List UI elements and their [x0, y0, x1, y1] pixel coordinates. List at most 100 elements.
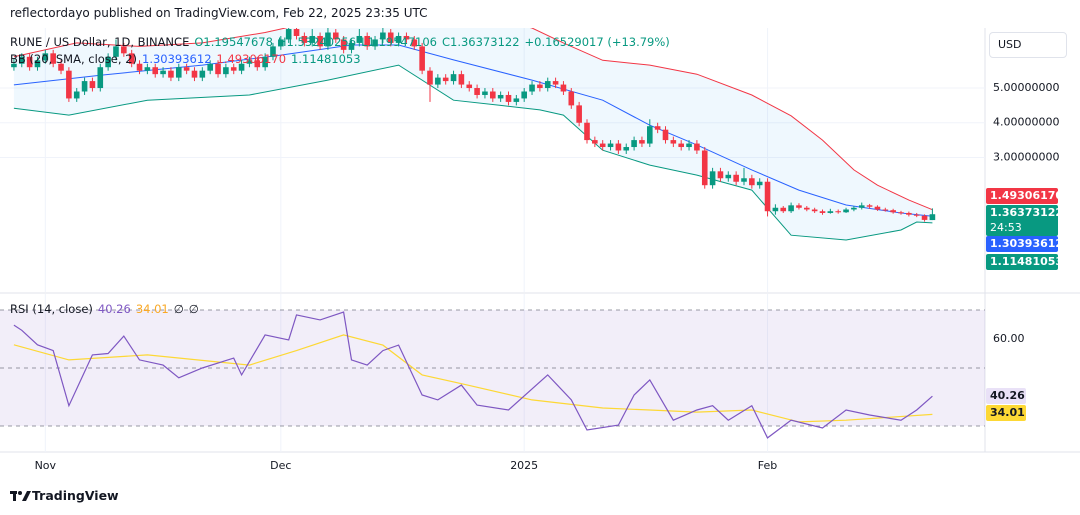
- candle-body: [568, 91, 575, 106]
- candle-body: [505, 94, 512, 102]
- candle-body: [144, 67, 151, 71]
- x-tick-label: Feb: [758, 459, 777, 472]
- bb-line: [13, 64, 933, 241]
- logo-icon: [10, 490, 31, 501]
- bb-upper-tag-bg: [986, 188, 1058, 204]
- candle-body: [97, 67, 104, 89]
- candle-body: [788, 205, 794, 212]
- y-tick-label: 3.00000000: [993, 150, 1059, 163]
- candle-body: [246, 60, 253, 64]
- rsi-ma-tag-bg: [986, 405, 1026, 421]
- candle-body: [168, 70, 174, 78]
- candle-body: [513, 98, 520, 102]
- candle-body: [81, 81, 88, 92]
- candle-body: [654, 126, 661, 130]
- candle-body: [66, 70, 72, 99]
- bb-basis-tag: 1.30393612: [990, 237, 1063, 250]
- ohlc-open: O1.19547678: [194, 35, 273, 49]
- candle-body: [717, 171, 724, 179]
- rsi-tag-bg: [986, 388, 1026, 404]
- candle-body: [929, 214, 936, 221]
- bb-basis-tag-bg: [986, 236, 1058, 252]
- ohlc-high: H1.53240256: [277, 35, 357, 49]
- candle-body: [309, 35, 316, 43]
- candle-body: [764, 181, 771, 212]
- candle-body: [851, 207, 857, 210]
- candle-body: [348, 42, 355, 50]
- currency-button[interactable]: USD: [989, 32, 1067, 58]
- candle-body: [811, 209, 818, 212]
- candle-body: [866, 205, 873, 207]
- candle-body: [238, 63, 245, 71]
- candle-body: [827, 211, 834, 213]
- candle-body: [882, 209, 889, 211]
- candle-body: [387, 32, 394, 43]
- candle-body: [474, 88, 480, 95]
- candle-body: [552, 81, 559, 85]
- candle-body: [521, 91, 527, 99]
- candle-body: [317, 35, 323, 47]
- x-tick-label: 2025: [510, 459, 538, 472]
- candle-body: [584, 122, 590, 141]
- bb-basis: 1.30393612: [142, 52, 212, 66]
- y-tick-label: 4.00000000: [993, 116, 1059, 129]
- publisher-header: reflectordayo published on TradingView.c…: [10, 6, 428, 20]
- candle-body: [73, 91, 80, 99]
- candle-body: [450, 74, 457, 82]
- candle-body: [427, 70, 433, 85]
- candle-body: [607, 143, 614, 148]
- candle-body: [835, 211, 842, 213]
- rsi-ma-tag: 34.01: [990, 406, 1025, 419]
- candle-body: [395, 35, 402, 43]
- candle-body: [623, 147, 630, 151]
- candle-body: [670, 140, 677, 144]
- candle-body: [175, 67, 182, 78]
- rsi-ma-line: [13, 334, 933, 423]
- bb-lower: 1.11481053: [291, 52, 361, 66]
- candle-body: [183, 67, 190, 71]
- candle-body: [646, 126, 653, 144]
- candle-body: [560, 84, 567, 92]
- x-tick-label: Nov: [35, 459, 57, 472]
- candle-body: [631, 140, 637, 148]
- candle-body: [332, 32, 339, 40]
- candle-body: [733, 174, 739, 182]
- bb-upper-tag: 1.49306170: [990, 189, 1063, 202]
- candle-body: [50, 53, 56, 64]
- candle-body: [913, 214, 920, 216]
- candle-body: [599, 143, 606, 148]
- candle-body: [741, 178, 747, 182]
- candle-body: [466, 84, 473, 89]
- candle-body: [874, 206, 881, 210]
- candle-body: [199, 70, 206, 78]
- candle-body: [403, 35, 410, 40]
- candle-body: [18, 56, 25, 64]
- bb-legend: BB (20, SMA, close, 2) 1.30393612 1.493061…: [10, 52, 366, 66]
- candle-body: [278, 39, 284, 47]
- candle-body: [458, 74, 465, 85]
- candle-body: [262, 56, 268, 68]
- candle-body: [796, 205, 802, 208]
- bb-line: [13, 28, 933, 211]
- x-tick-label: Dec: [270, 459, 291, 472]
- candle-body: [58, 63, 64, 71]
- candle-body: [411, 39, 418, 47]
- candle-body: [285, 29, 292, 40]
- candle-body: [537, 84, 543, 89]
- candle-body: [254, 60, 261, 68]
- candle-body: [380, 32, 386, 40]
- candle-body: [191, 70, 198, 78]
- bb-lower-tag-bg: [986, 254, 1058, 270]
- candle-body: [678, 143, 684, 148]
- candle-body: [576, 105, 582, 123]
- candle-body: [819, 211, 826, 213]
- candle-body: [215, 63, 221, 75]
- y-tick-label: 60.00: [993, 332, 1025, 345]
- ohlc-close: C1.36373122: [441, 35, 520, 49]
- candle-body: [701, 150, 708, 186]
- bb-title: BB (20, SMA, close, 2): [10, 52, 137, 66]
- candle-body: [544, 81, 551, 89]
- bb-lower-tag: 1.11481053: [990, 255, 1063, 268]
